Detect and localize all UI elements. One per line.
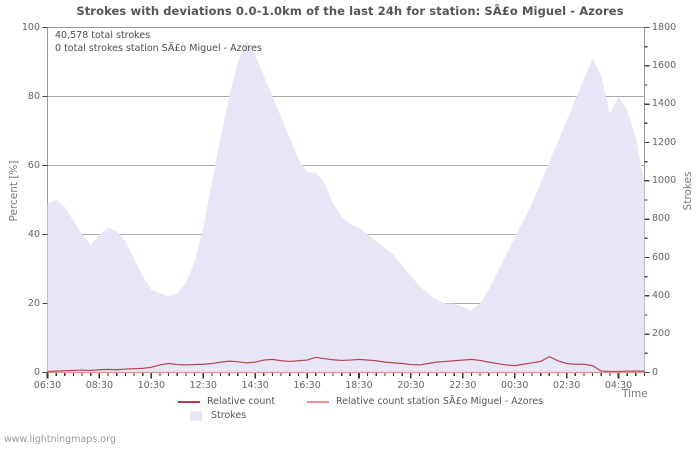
x-axis-tick-label: 06:30 xyxy=(33,379,62,391)
right-axis-tick-label: 600 xyxy=(652,251,671,263)
left-axis-tick-label: 40 xyxy=(27,228,40,240)
right-axis-tick-label: 200 xyxy=(652,328,671,340)
x-axis-tick-label: 08:30 xyxy=(85,379,114,391)
legend-item-relative-count: Relative count xyxy=(178,396,275,407)
x-axis-ticks xyxy=(46,372,646,379)
left-axis-tick-label: 80 xyxy=(27,90,40,102)
right-axis-tick-label: 1200 xyxy=(652,136,677,148)
left-axis-tick-label: 60 xyxy=(27,159,40,171)
right-axis-tick-label: 1400 xyxy=(652,98,677,110)
right-axis-tick-label: 1800 xyxy=(652,21,677,33)
legend-swatch-line-icon xyxy=(307,400,329,403)
x-axis-tick-label: 18:30 xyxy=(345,379,373,391)
x-axis-tick-label: 00:30 xyxy=(501,379,529,391)
footer-attribution: www.lightningmaps.org xyxy=(4,434,116,445)
right-axis-tick-label: 400 xyxy=(652,289,671,301)
right-axis-ticks xyxy=(644,26,650,374)
legend-label: Relative count xyxy=(207,396,276,407)
x-axis-tick-label: 20:30 xyxy=(397,379,425,391)
legend-swatch-line-icon xyxy=(178,400,200,403)
right-axis-tick-label: 800 xyxy=(652,213,671,225)
total-strokes-annotation: 40,578 total strokes xyxy=(55,30,151,41)
x-axis-tick-label: 10:30 xyxy=(137,379,165,391)
legend-item-strokes: Strokes xyxy=(190,410,246,421)
left-axis-tick-label: 20 xyxy=(27,297,40,309)
x-axis-tick-label: 14:30 xyxy=(241,379,269,391)
legend-swatch-area-icon xyxy=(190,410,202,421)
station-strokes-annotation: 0 total strokes station SÃ£o Miguel - Az… xyxy=(55,43,262,54)
right-axis-tick-label: 1000 xyxy=(652,174,677,186)
x-axis-tick-label: 16:30 xyxy=(293,379,321,391)
legend-item-station-relative-count: Relative count station SÃ£o Miguel - Azo… xyxy=(307,396,543,407)
right-axis-tick-label: 0 xyxy=(652,366,659,378)
x-axis-tick-label: 12:30 xyxy=(189,379,217,391)
x-axis-tick-label: 02:30 xyxy=(552,379,581,391)
right-axis-title: Strokes xyxy=(682,171,694,211)
x-axis-title: Time xyxy=(622,388,648,400)
left-axis-tick-label: 0 xyxy=(33,366,40,378)
plot-area xyxy=(47,27,645,373)
x-axis-tick-label: 04:30 xyxy=(604,379,633,391)
left-axis-tick-label: 100 xyxy=(21,21,40,33)
right-axis-tick-label: 1600 xyxy=(652,59,677,71)
x-axis-tick-label: 22:30 xyxy=(449,379,477,391)
chart-title: Strokes with deviations 0.0-1.0km of the… xyxy=(76,4,624,18)
legend-label: Relative count station SÃ£o Miguel - Azo… xyxy=(336,396,544,407)
legend-label: Strokes xyxy=(211,410,247,421)
